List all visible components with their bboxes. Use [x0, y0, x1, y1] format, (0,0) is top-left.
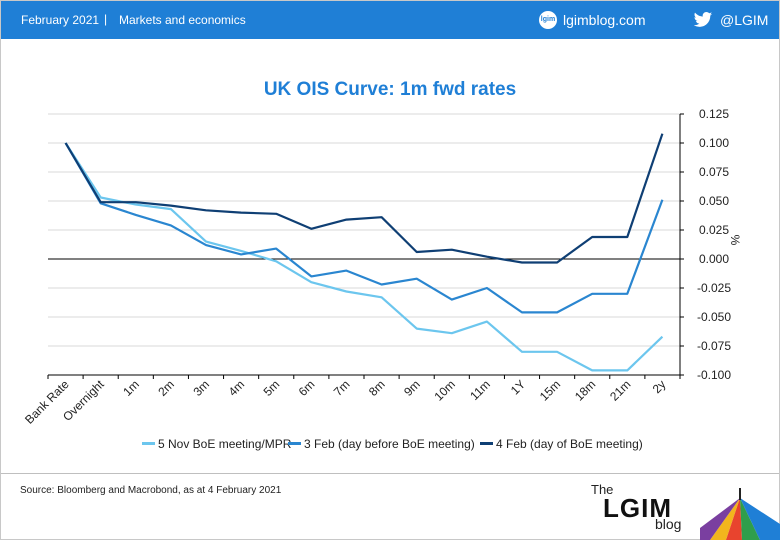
header-topic[interactable]: Markets and economics [119, 13, 246, 27]
series-line-2 [64, 142, 664, 314]
footer-divider [1, 473, 779, 474]
legend-swatch [288, 442, 301, 446]
blog-logo-icon: lgim [539, 11, 557, 29]
y-tick-label: 0.125 [699, 107, 729, 121]
x-tick-label: 1m [120, 377, 142, 399]
x-tick-label: 9m [401, 377, 423, 399]
legend-swatch [480, 442, 493, 446]
series-line-1 [64, 142, 664, 372]
legend-swatch [142, 442, 155, 446]
y-tick-label: 0.050 [699, 194, 729, 208]
x-tick-label: 6m [296, 377, 318, 399]
logo-blog-text: blog [655, 516, 682, 532]
x-tick-label: 21m [607, 377, 633, 403]
umbrella-icon [700, 488, 780, 540]
legend-label: 5 Nov BoE meeting/MPR [158, 437, 292, 451]
header-bar: February 2021 | Markets and economics lg… [1, 1, 779, 39]
x-tick-label: 4m [226, 377, 248, 399]
y-tick-label: -0.075 [697, 339, 731, 353]
header-date: February 2021 [21, 13, 100, 27]
x-tick-label: 1Y [508, 377, 528, 397]
x-tick-label: 2y [650, 377, 669, 396]
y-tick-label: -0.025 [697, 281, 731, 295]
lgim-blog-logo: The LGIM blog [585, 480, 780, 540]
series-line-3 [64, 133, 664, 264]
legend-label: 4 Feb (day of BoE meeting) [496, 437, 643, 451]
y-tick-label: -0.050 [697, 310, 731, 324]
x-tick-label: 11m [467, 377, 493, 403]
source-note: Source: Bloomberg and Macrobond, as at 4… [20, 485, 282, 496]
y-axis-label: % [728, 235, 742, 246]
header-separator: | [104, 12, 108, 26]
legend-item: 3 Feb (day before BoE meeting) [288, 437, 475, 451]
y-tick-label: -0.100 [697, 368, 731, 382]
y-tick-label: 0.000 [699, 252, 729, 266]
y-tick-label: 0.075 [699, 165, 729, 179]
x-tick-label: 2m [155, 377, 177, 399]
legend-item: 5 Nov BoE meeting/MPR [142, 437, 291, 451]
legend-item: 4 Feb (day of BoE meeting) [480, 437, 643, 451]
x-tick-label: 5m [261, 377, 283, 399]
x-tick-label: 7m [331, 377, 353, 399]
twitter-handle-link[interactable]: @LGIM [720, 12, 769, 28]
logo-the-text: The [591, 482, 614, 497]
chart-title: UK OIS Curve: 1m fwd rates [263, 79, 517, 100]
x-tick-label: 3m [190, 377, 212, 399]
y-tick-label: 0.100 [699, 136, 729, 150]
blog-link[interactable]: lgimblog.com [563, 12, 646, 28]
x-tick-label: 10m [431, 377, 457, 403]
x-tick-label: 15m [537, 377, 563, 403]
y-tick-label: 0.025 [699, 223, 729, 237]
twitter-bird-icon [693, 12, 713, 27]
logo-lgim-text: LGIM [603, 493, 672, 523]
x-tick-label: 18m [572, 377, 598, 403]
x-tick-label: 8m [366, 377, 388, 399]
legend-label: 3 Feb (day before BoE meeting) [304, 437, 475, 451]
